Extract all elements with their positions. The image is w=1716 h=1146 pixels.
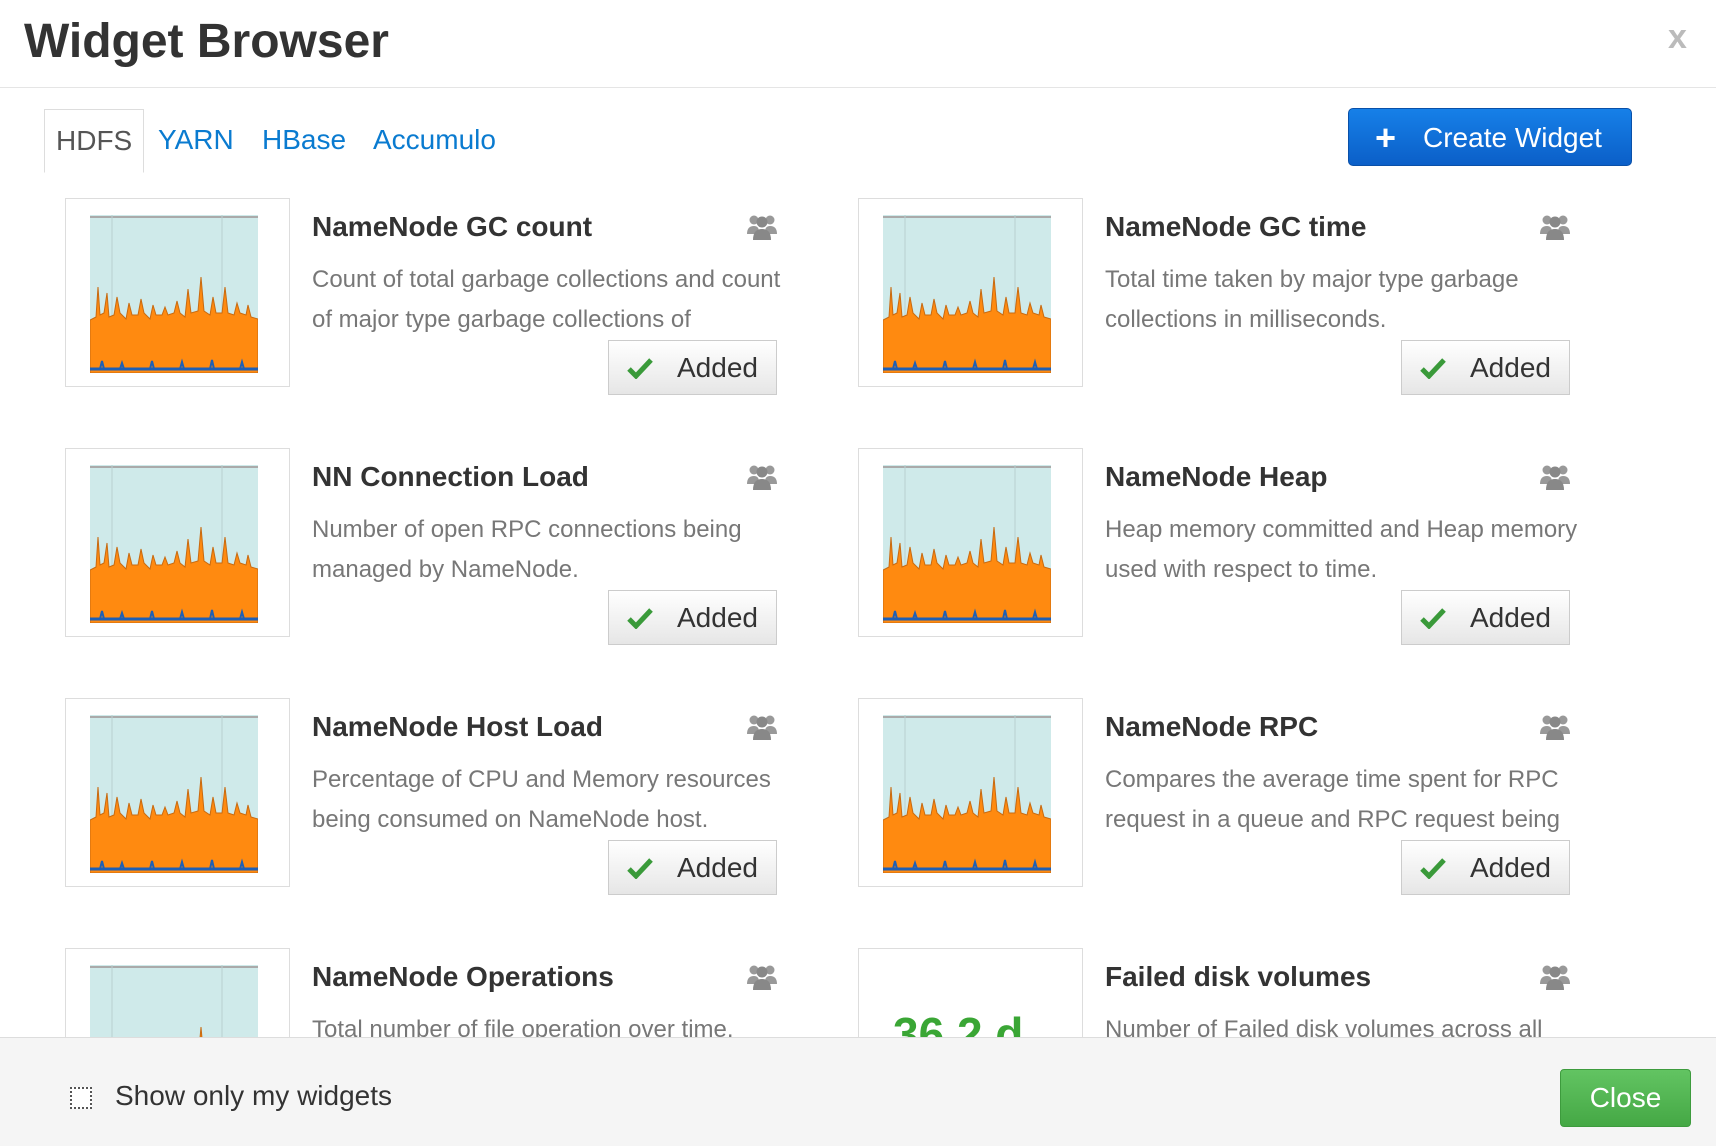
thumbnail-chart (883, 715, 1051, 873)
thumbnail-value: 36.2 d (893, 1008, 1024, 1037)
widget-card: NameNode GC count Count of total garbage … (65, 198, 835, 438)
modal-footer: Show only my widgets Close (0, 1037, 1716, 1146)
users-icon (1540, 212, 1570, 240)
users-icon (1540, 962, 1570, 990)
widget-card: NameNode Host Load Percentage of CPU and … (65, 698, 835, 938)
checkbox-label[interactable]: Show only my widgets (115, 1080, 393, 1111)
create-widget-button[interactable]: + Create Widget (1348, 108, 1632, 166)
tab[interactable]: Accumulo (373, 124, 496, 155)
added-button[interactable]: Added (608, 590, 777, 645)
shared-icon (747, 712, 777, 745)
added-button[interactable]: Added (1401, 590, 1570, 645)
widget-title: NameNode Operations (312, 961, 614, 992)
widget-description: Number of Failed disk volumes across all (1105, 1016, 1543, 1037)
widget-title: NameNode RPC (1105, 711, 1319, 742)
button-label: Added (677, 602, 758, 633)
check-icon (627, 857, 653, 879)
widget-description: Compares the average time spent for RPC … (1105, 766, 1560, 833)
widget-thumbnail (65, 948, 290, 1037)
widget-title: NN Connection Load (312, 461, 589, 492)
widget-thumbnail (858, 698, 1083, 887)
button-label: Added (677, 352, 758, 383)
shared-icon (1540, 712, 1570, 745)
thumbnail-chart (90, 465, 258, 623)
widget-card: NameNode Heap Heap memory committed and H… (858, 448, 1628, 688)
widget-card: 36.2 d Failed disk volumes Number of Faile… (858, 948, 1628, 1037)
tab[interactable]: YARN (158, 124, 234, 155)
widget-title: NameNode GC count (312, 211, 593, 242)
users-icon (747, 462, 777, 490)
checkbox[interactable] (70, 1087, 92, 1109)
tab[interactable]: HDFS (44, 109, 145, 173)
widget-title: NameNode GC time (1105, 211, 1367, 242)
added-button[interactable]: Added (608, 340, 777, 395)
thumbnail-chart (883, 215, 1051, 373)
modal-header: Widget Browser x (0, 0, 1716, 88)
close-icon[interactable]: x (1668, 18, 1687, 56)
widget-thumbnail (858, 448, 1083, 637)
check-icon (627, 607, 653, 629)
widget-title: Failed disk volumes (1105, 961, 1372, 992)
added-button[interactable]: Added (608, 840, 777, 895)
modal-body: HDFS YARN HBase Accumulo + Create Widget Nam… (0, 88, 1716, 1037)
widget-card: NameNode RPC Compares the average time sp… (858, 698, 1628, 938)
widget-card: NameNode GC time Total time taken by majo… (858, 198, 1628, 438)
widget-thumbnail (858, 198, 1083, 387)
widget-description: Heap memory committed and Heap memory us… (1105, 516, 1578, 583)
button-label: Added (1470, 352, 1551, 383)
thumbnail-chart (883, 465, 1051, 623)
users-icon (1540, 462, 1570, 490)
shared-icon (1540, 962, 1570, 995)
widget-description: Total number of file operation over time… (312, 1016, 734, 1037)
widget-description: Total time taken by major type garbage c… (1105, 266, 1519, 333)
shared-icon (1540, 212, 1570, 245)
widget-description: Number of open RPC connections being man… (312, 516, 742, 583)
widget-thumbnail (65, 198, 290, 387)
button-label: Added (1470, 602, 1551, 633)
thumbnail-chart (90, 965, 258, 1037)
check-icon (1420, 857, 1446, 879)
check-icon (1420, 357, 1446, 379)
shared-icon (747, 462, 777, 495)
plus-icon: + (1375, 117, 1397, 158)
tab[interactable]: HBase (262, 124, 347, 155)
modal-title: Widget Browser (24, 15, 389, 68)
widget-card: NameNode Operations Total number of file … (65, 948, 835, 1037)
widget-description: Percentage of CPU and Memory resources b… (312, 766, 771, 833)
added-button[interactable]: Added (1401, 340, 1570, 395)
widget-thumbnail: 36.2 d (858, 948, 1083, 1037)
check-icon (627, 357, 653, 379)
widget-card: NN Connection Load Number of open RPC con… (65, 448, 835, 688)
widget-thumbnail (65, 698, 290, 887)
widget-title: NameNode Host Load (312, 711, 603, 742)
close-button[interactable]: Close (1560, 1069, 1691, 1127)
thumbnail-chart (90, 215, 258, 373)
users-icon (747, 212, 777, 240)
check-icon (1420, 607, 1446, 629)
shared-icon (747, 962, 777, 995)
widget-title: NameNode Heap (1105, 461, 1328, 492)
shared-icon (1540, 462, 1570, 495)
shared-icon (747, 212, 777, 245)
button-label: Added (1470, 852, 1551, 883)
users-icon (747, 962, 777, 990)
button-label: Added (677, 852, 758, 883)
users-icon (1540, 712, 1570, 740)
widget-thumbnail (65, 448, 290, 637)
added-button[interactable]: Added (1401, 840, 1570, 895)
thumbnail-chart (90, 715, 258, 873)
button-label: Create Widget (1423, 122, 1602, 153)
users-icon (747, 712, 777, 740)
widget-description: Count of total garbage collections and c… (312, 266, 781, 333)
